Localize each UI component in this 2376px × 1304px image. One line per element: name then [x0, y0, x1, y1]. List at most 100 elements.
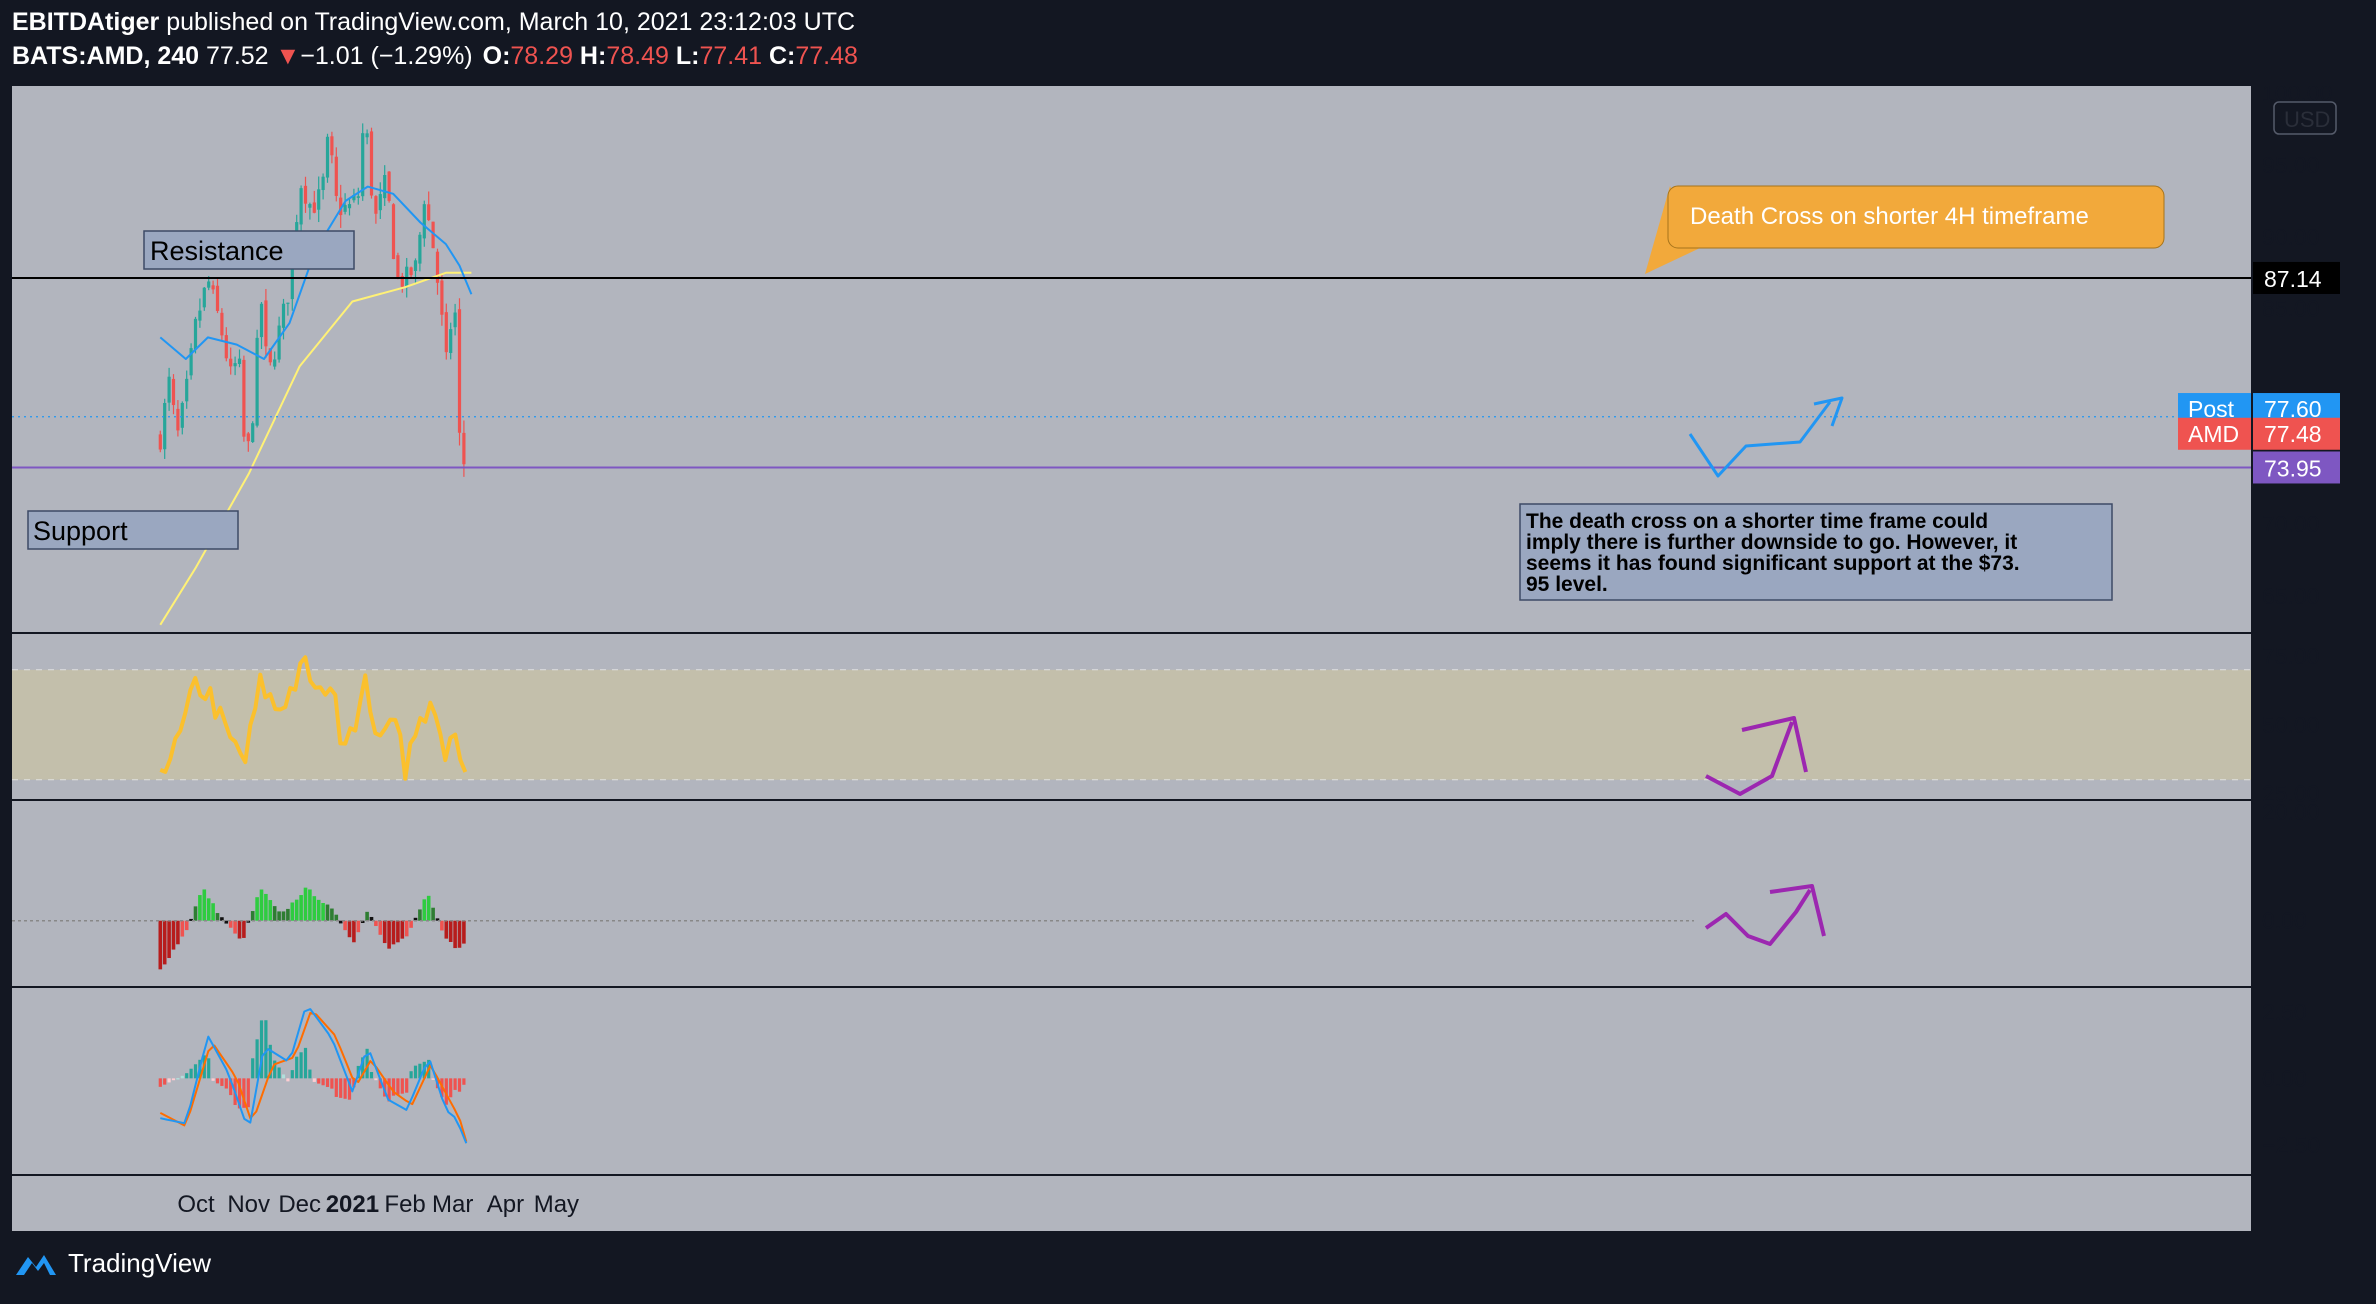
histogram-bar [330, 908, 334, 921]
author-name[interactable]: EBITDAtiger [12, 8, 160, 36]
macd-histogram-bar [259, 1020, 264, 1079]
macd-histogram-bar [387, 1078, 391, 1102]
histogram-bar [180, 920, 185, 937]
candle [330, 136, 334, 156]
macd-histogram-bar [224, 1078, 228, 1089]
macd-histogram-bar [189, 1068, 193, 1079]
macd-histogram-bar [242, 1078, 246, 1108]
macd-histogram-bar [321, 1078, 325, 1086]
candle [299, 188, 303, 225]
macd-histogram-bar [303, 1047, 308, 1079]
candle [303, 185, 308, 204]
published-text: published on TradingView.com, March 10, … [166, 8, 856, 36]
resistance-label: Resistance [150, 236, 284, 266]
price-chart[interactable]: Resistance Support Death Cross on shorter … [0, 86, 2376, 1232]
candle [431, 221, 435, 249]
x-tick-label: Feb [384, 1191, 425, 1218]
macd-histogram-bar [453, 1078, 457, 1090]
histogram-bar [444, 920, 449, 939]
projection-arrow-blue [1688, 401, 1832, 478]
histogram-tick-label: 20.00 [2262, 799, 2320, 825]
x-tick-label: Mar [432, 1191, 473, 1218]
symbol-header: BATS:AMD, 240 77.52 ▼−1.01 (−1.29%) O:78.… [12, 42, 858, 71]
candle [158, 434, 162, 450]
histogram-bar [325, 904, 330, 921]
macd-tick-label: 2.50 [2262, 999, 2307, 1025]
histogram-bar [215, 913, 220, 921]
macd-histogram-bar [167, 1078, 171, 1083]
macd-tick-label: −2.50 [2262, 1132, 2320, 1158]
histogram-bar [255, 897, 259, 921]
candle [229, 358, 233, 367]
macd-histogram-bar [449, 1078, 453, 1098]
macd-histogram-bar [391, 1078, 396, 1096]
footer-brand[interactable]: TradingView [14, 1248, 211, 1279]
candle [418, 234, 422, 264]
histogram-bar [404, 920, 409, 937]
price-change: −1.01 (−1.29%) [300, 42, 473, 70]
death-cross-box [1667, 185, 2165, 249]
candle [352, 194, 356, 201]
note-line: imply there is further downside to go. H… [1526, 531, 2017, 554]
candle [444, 312, 448, 353]
histogram-bar [352, 920, 356, 943]
rsi-tick-label: 50.00 [2262, 712, 2320, 738]
amd-value-tag [2252, 417, 2340, 450]
macd-histogram-bar [396, 1078, 400, 1095]
macd-histogram-bar [418, 1063, 422, 1079]
histogram-bar [259, 889, 264, 921]
candle [264, 300, 268, 347]
candle [400, 276, 404, 287]
histogram-bar [453, 920, 457, 949]
macd-histogram-bar [334, 1078, 338, 1097]
histogram-bar [334, 914, 339, 921]
histogram-bar [246, 920, 251, 923]
macd-histogram-bar [193, 1064, 198, 1079]
candle [290, 263, 294, 300]
candle [343, 205, 347, 212]
candle [171, 378, 176, 406]
support-label-box [27, 510, 239, 550]
moving-average-slow [159, 271, 472, 626]
macd-line [160, 1008, 468, 1144]
macd-histogram-bar [273, 1060, 277, 1079]
histogram-bar [435, 918, 440, 921]
last-price: 77.52 [206, 42, 269, 70]
x-tick-label: Apr [487, 1191, 524, 1218]
histogram-bar [374, 920, 378, 927]
macd-histogram-bar [299, 1052, 303, 1079]
macd-histogram-bar [264, 1020, 268, 1079]
histogram-bar [422, 899, 427, 921]
histogram-bar [316, 899, 321, 921]
candle [422, 204, 426, 239]
macd-histogram-bar [229, 1078, 233, 1096]
histogram-bar [343, 920, 347, 931]
histogram-bar [264, 893, 268, 921]
histogram-bar [211, 903, 215, 921]
histogram-bar [281, 911, 286, 921]
macd-histogram-bar [400, 1078, 404, 1094]
histogram-bar [312, 896, 317, 921]
histogram-bar [396, 920, 400, 943]
macd-histogram-bar [185, 1073, 189, 1079]
change-arrow-icon: ▼ [275, 42, 301, 70]
candle [189, 348, 193, 376]
candle [237, 358, 242, 364]
histogram-bar [272, 906, 277, 921]
candle [374, 196, 378, 214]
macd-histogram-bar [352, 1078, 356, 1088]
candle [273, 359, 277, 367]
histogram-bar [158, 920, 163, 970]
candle [396, 255, 400, 278]
symbol-label: BATS:AMD, 240 [12, 42, 200, 70]
price-tick-label: 65.00 [2262, 583, 2320, 609]
candle [365, 133, 369, 138]
macd-histogram-bar [286, 1078, 290, 1082]
price-tick-label: 100.00 [2262, 86, 2332, 106]
candle [163, 403, 167, 450]
macd-histogram-bar [176, 1078, 180, 1080]
macd-histogram-bar [308, 1069, 312, 1079]
histogram-bar [378, 920, 383, 935]
rsi-line [159, 655, 468, 781]
candle [334, 156, 338, 196]
